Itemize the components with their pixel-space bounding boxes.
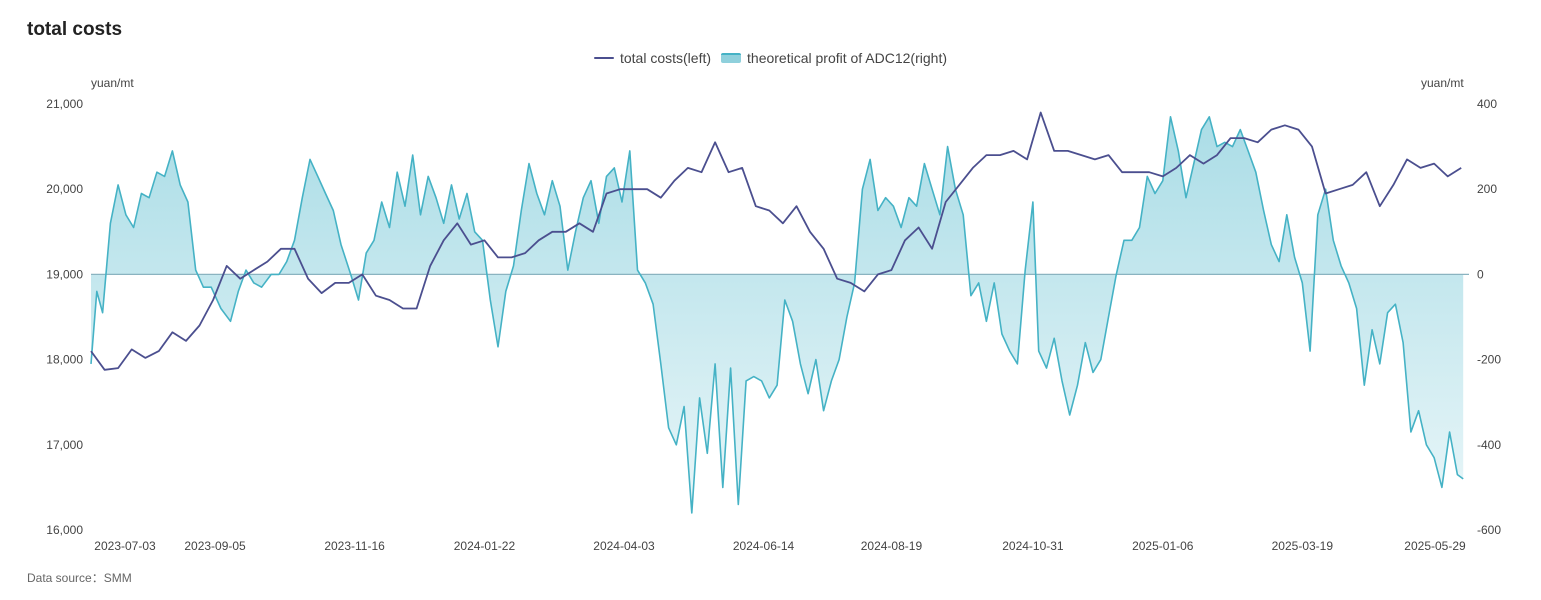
right-tick-label: -400 (1477, 438, 1501, 452)
x-tick-label: 2023-07-03 (94, 539, 156, 553)
x-tick-label: 2023-09-05 (184, 539, 246, 553)
x-tick-label: 2024-08-19 (861, 539, 923, 553)
left-tick-label: 20,000 (46, 182, 83, 196)
x-tick-label: 2023-11-16 (324, 539, 385, 553)
total-costs-series-line (90, 111, 1462, 371)
x-tick-label: 2025-05-29 (1404, 539, 1466, 553)
left-tick-label: 19,000 (46, 267, 83, 281)
legend-item-profit[interactable]: theoretical profit of ADC12(right) (721, 50, 947, 66)
legend-item-total-costs[interactable]: total costs(left) (593, 50, 712, 66)
right-tick-label: 0 (1477, 267, 1484, 281)
left-tick-label: 17,000 (46, 438, 83, 452)
legend-line-swatch (593, 57, 614, 59)
right-tick-label: -600 (1477, 523, 1501, 537)
left-axis-unit: yuan/mt (91, 76, 134, 90)
right-tick-label: 400 (1477, 97, 1497, 111)
x-tick-label: 2024-01-22 (454, 539, 516, 553)
x-tick-label: 2025-03-19 (1272, 539, 1334, 553)
right-tick-label: 200 (1477, 182, 1497, 196)
right-tick-label: -200 (1477, 353, 1501, 367)
left-tick-label: 21,000 (46, 97, 83, 111)
left-tick-label: 16,000 (46, 523, 83, 537)
legend: total costs(left) theoretical profit of … (0, 50, 1541, 66)
legend-area-swatch (721, 53, 742, 63)
x-tick-label: 2024-04-03 (593, 539, 655, 553)
left-tick-label: 18,000 (46, 353, 83, 367)
x-tick-label: 2025-01-06 (1132, 539, 1194, 553)
x-tick-label: 2024-10-31 (1002, 539, 1064, 553)
chart-title: total costs (27, 19, 123, 40)
profit-area-fill (91, 116, 1464, 514)
legend-label-total-costs: total costs(left) (619, 50, 712, 66)
data-source: Data source：SMM (27, 571, 132, 585)
x-tick-label: 2024-06-14 (733, 539, 795, 553)
legend-label-profit: theoretical profit of ADC12(right) (747, 50, 947, 66)
right-axis-unit: yuan/mt (1421, 76, 1464, 90)
